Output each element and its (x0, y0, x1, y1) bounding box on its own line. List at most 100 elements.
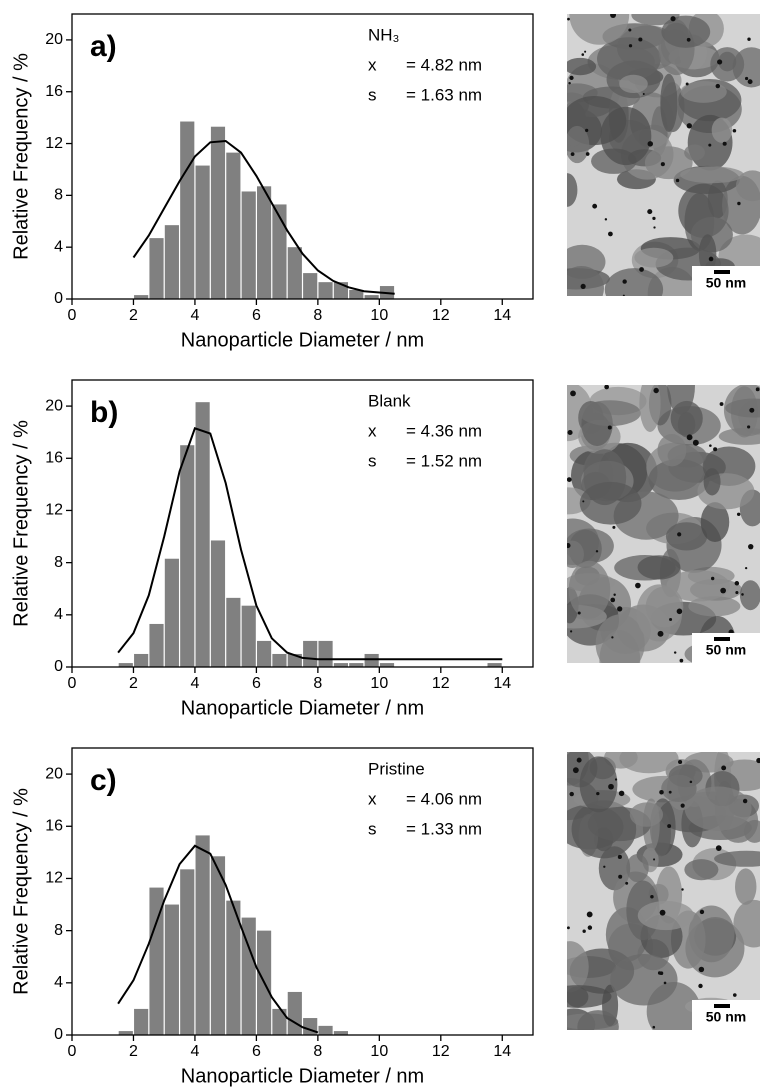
tem-image: 50 nm (567, 14, 760, 296)
tem-particle (579, 400, 641, 427)
tem-particle (634, 247, 674, 268)
bar (226, 152, 241, 299)
tem-dot (749, 407, 755, 413)
tem-dot (581, 53, 585, 56)
x-tick-label: 6 (252, 675, 261, 692)
tem-dot (622, 279, 627, 284)
tem-particle (610, 954, 678, 1006)
tem-particle (567, 941, 589, 993)
y-tick-label: 8 (54, 187, 63, 204)
tem-dot (715, 845, 722, 851)
x-axis-title: Nanoparticle Diameter / nm (181, 697, 424, 719)
stat-value: = 1.33 nm (406, 819, 482, 838)
x-tick-label: 10 (370, 1043, 388, 1060)
x-tick-label: 0 (68, 1043, 77, 1060)
tem-particle (710, 47, 745, 82)
tem-dot (663, 981, 667, 985)
bar (241, 191, 256, 299)
tem-dot (570, 152, 575, 157)
tem-dot (628, 28, 632, 32)
y-tick-label: 8 (54, 554, 63, 571)
tem-dot (657, 630, 664, 637)
fit-curve (117, 427, 503, 661)
x-tick-label: 0 (68, 307, 77, 324)
tem-dot (617, 854, 622, 860)
tem-dot (652, 1025, 656, 1029)
bar (333, 1031, 348, 1035)
tem-dot (610, 597, 616, 603)
tem-dot (676, 608, 683, 615)
tem-dot (592, 203, 598, 209)
tem-dot (617, 606, 623, 612)
x-tick-label: 2 (129, 1043, 138, 1060)
plot-frame (71, 379, 534, 668)
tem-dot (736, 512, 741, 517)
tem-dot (667, 824, 672, 829)
tem-dot (572, 767, 579, 774)
tem-dot (635, 582, 641, 589)
tem-particle (619, 752, 679, 774)
bar (349, 289, 364, 299)
tem-dot (638, 37, 643, 42)
tem-dot (659, 790, 664, 795)
bar (164, 558, 179, 667)
stat-value: = 1.52 nm (406, 451, 482, 470)
tem-particle (629, 802, 664, 827)
stat-symbol: s (368, 85, 377, 104)
tem-particle (680, 81, 727, 103)
tem-dot (686, 123, 692, 129)
tem-dot (677, 532, 682, 537)
tem-particle (700, 502, 730, 543)
x-tick-label: 14 (493, 1043, 511, 1060)
tem-particle (637, 900, 694, 931)
x-axis-title: Nanoparticle Diameter / nm (181, 329, 424, 351)
tem-dot (675, 178, 680, 183)
bar (318, 640, 333, 667)
tem-dot (719, 402, 724, 406)
tem-particle (577, 1010, 619, 1030)
tem-dot (604, 385, 610, 390)
plot-frame (71, 747, 534, 1036)
y-tick-label: 0 (54, 1026, 63, 1043)
x-tick-label: 14 (493, 307, 511, 324)
scale-bar (714, 1004, 730, 1008)
bar (180, 445, 195, 667)
tem-dot (713, 447, 718, 452)
tem-particle (636, 584, 683, 642)
tem-dot (614, 778, 618, 781)
x-tick-label: 8 (313, 1043, 322, 1060)
tem-dot (678, 759, 683, 765)
tem-dot (708, 256, 714, 262)
tem-dot (717, 59, 723, 65)
tem-dot (747, 37, 751, 41)
tem-dot (653, 226, 656, 229)
scale-bar-label: 50 nm (706, 642, 746, 658)
y-tick-label: 16 (45, 83, 63, 100)
tem-dot (618, 874, 623, 879)
bar (272, 204, 287, 299)
y-tick-label: 20 (45, 31, 63, 48)
tem-dot (679, 658, 684, 663)
y-tick-label: 8 (54, 922, 63, 939)
panel-label: a) (90, 30, 117, 63)
bar (210, 126, 226, 299)
tem-dot (567, 17, 570, 21)
y-tick-label: 20 (45, 397, 63, 414)
stat-value: = 4.36 nm (406, 421, 482, 440)
tem-particle (567, 985, 612, 1008)
scale-bar-label: 50 nm (706, 1009, 746, 1025)
tem-dot (585, 152, 590, 156)
tem-dot (748, 543, 754, 550)
bar (257, 640, 272, 667)
bar (318, 282, 333, 299)
tem-dot (747, 425, 751, 429)
sample-name: NH₃ (368, 25, 399, 44)
x-tick-label: 6 (252, 307, 261, 324)
tem-dot (625, 881, 629, 885)
x-tick-label: 4 (190, 675, 199, 692)
tem-dot (595, 550, 599, 553)
stat-symbol: x (368, 789, 377, 808)
tem-dot (720, 587, 726, 594)
tem-dot (653, 387, 659, 394)
tem-particle (735, 868, 757, 905)
